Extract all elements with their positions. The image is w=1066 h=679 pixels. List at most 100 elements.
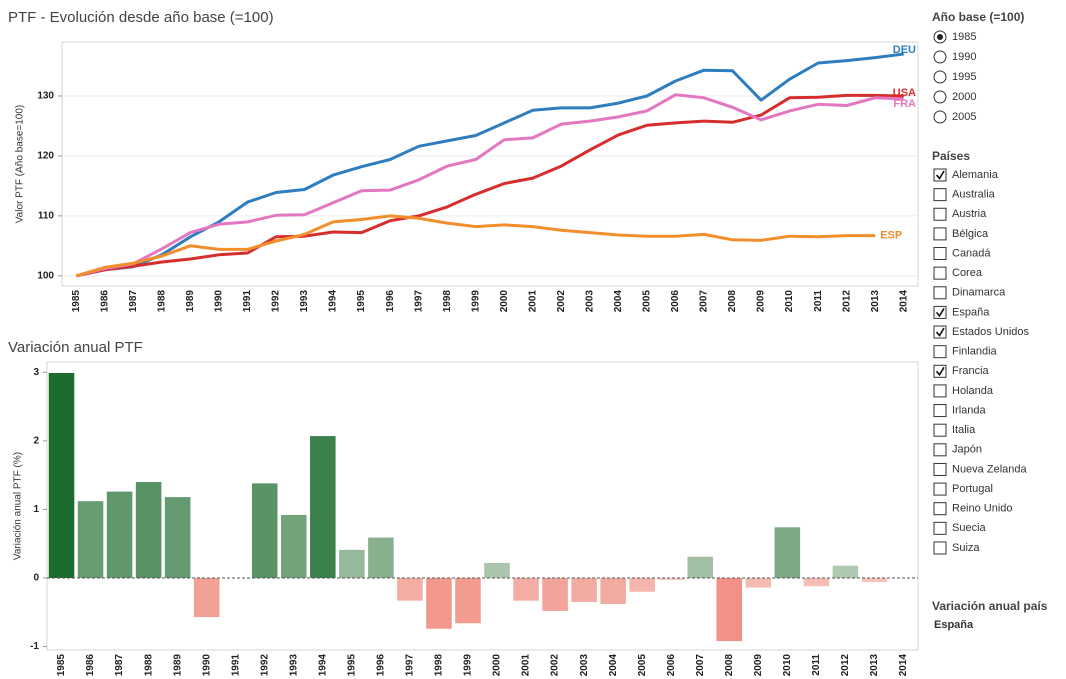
checkmark [935,307,945,318]
bar [310,436,336,578]
checkbox-label[interactable]: Alemania [952,169,999,181]
checkbox[interactable] [933,423,947,437]
checkbox-label[interactable]: Canadá [952,247,991,259]
x-tick-label: 2009 [756,290,767,313]
checkbox-label[interactable]: Francia [952,365,990,377]
x-tick-label: 1989 [172,654,183,677]
x-tick-label: 2012 [840,654,851,677]
x-tick-label: 1997 [405,654,416,677]
x-tick-label: 2012 [841,290,852,313]
checkbox-label[interactable]: Italia [952,424,976,436]
series-end-label: FRA [893,98,916,110]
x-tick-label: 2002 [550,654,561,677]
bar [484,562,510,578]
checkbox-label[interactable]: Nueva Zelanda [952,463,1027,475]
checkbox-label[interactable]: Dinamarca [952,287,1006,299]
checkbox[interactable] [933,462,947,476]
checkbox[interactable] [933,541,947,555]
series-end-label: DEU [893,44,916,56]
x-tick-label: 2014 [898,654,909,677]
x-tick-label: 1989 [185,290,196,313]
checkbox[interactable] [933,404,947,418]
checkbox[interactable] [933,443,947,457]
y-axis-label: Valor PTF (Año base=100) [15,105,26,224]
checkbox[interactable] [933,482,947,496]
checkbox[interactable] [933,286,947,300]
checkbox[interactable] [933,227,947,241]
x-tick-label: 1996 [376,654,387,677]
checkbox-label[interactable]: Bélgica [952,228,989,240]
x-tick-label: 1998 [434,654,445,677]
bar [77,501,104,578]
x-tick-label: 1988 [143,654,154,677]
checkbox-label[interactable]: Austria [952,208,987,220]
x-tick-label: 1994 [317,654,328,677]
checkbox[interactable] [933,502,947,516]
checkbox-label[interactable]: Australia [952,189,996,201]
x-tick-label: 1986 [85,654,96,677]
radio-button[interactable] [933,70,947,84]
bar [193,578,220,618]
x-tick-label: 2001 [521,654,532,677]
bar [600,578,626,605]
checkbox[interactable] [933,188,947,202]
plot-frame [46,361,919,651]
radio-button[interactable] [933,110,947,124]
bar [542,578,568,611]
checkbox-label[interactable]: Estados Unidos [952,326,1030,338]
radio-label[interactable]: 1995 [952,71,976,83]
radio-label[interactable]: 1990 [952,51,976,63]
radio-label[interactable]: 1985 [952,31,976,43]
radio-button[interactable] [933,90,947,104]
x-tick-label: 2000 [499,290,510,313]
checkmark [935,327,945,337]
x-tick-label: 1993 [288,654,299,677]
checkbox-label[interactable]: Corea [952,267,983,279]
checkbox-label[interactable]: Reino Unido [952,503,1013,515]
radio-label[interactable]: 2005 [952,111,976,123]
x-tick-label: 2003 [585,290,596,313]
x-tick-label: 1995 [356,290,367,313]
radio-button[interactable] [933,50,947,64]
x-tick-label: 1994 [328,290,339,313]
checkbox[interactable] [933,521,947,535]
checkbox[interactable] [933,207,947,221]
x-tick-label: 2004 [608,654,619,677]
checkbox-label[interactable]: Japón [952,444,982,456]
checkbox-label[interactable]: Portugal [952,483,993,495]
control-value[interactable]: España [934,619,974,631]
y-tick-label: 110 [38,210,55,221]
radio-dot [937,34,943,40]
chart-title: Variación anual PTF [8,339,143,356]
checkbox-label[interactable]: Suiza [952,542,980,554]
checkbox[interactable] [933,247,947,261]
bar [803,578,830,587]
x-tick-label: 2003 [579,654,590,677]
checkbox-label[interactable]: Irlanda [952,404,987,416]
y-tick-label: -1 [30,641,39,652]
x-tick-label: 1991 [242,290,253,313]
bar [571,578,597,602]
checkbox-label[interactable]: España [952,306,990,318]
checkbox[interactable] [933,384,947,398]
radio-label[interactable]: 2000 [952,91,976,103]
x-tick-label: 2002 [556,290,567,313]
checkbox-label[interactable]: Finlandia [952,346,998,358]
x-tick-label: 2011 [811,654,822,676]
checkmark [935,170,945,180]
series-end-label: USA [893,87,916,99]
x-tick-label: 1987 [128,290,139,313]
checkbox-label[interactable]: Suecia [952,522,987,534]
x-tick-label: 1995 [346,654,357,677]
series-line [75,214,876,278]
x-tick-label: 1996 [385,290,396,313]
checkbox[interactable] [933,345,947,359]
x-tick-label: 2008 [727,290,738,313]
bar [455,578,481,624]
checkbox-label[interactable]: Holanda [952,385,994,397]
checkbox[interactable] [933,266,947,280]
series-line [75,93,904,278]
x-tick-label: 2005 [642,290,653,313]
x-tick-label: 1985 [71,290,82,313]
